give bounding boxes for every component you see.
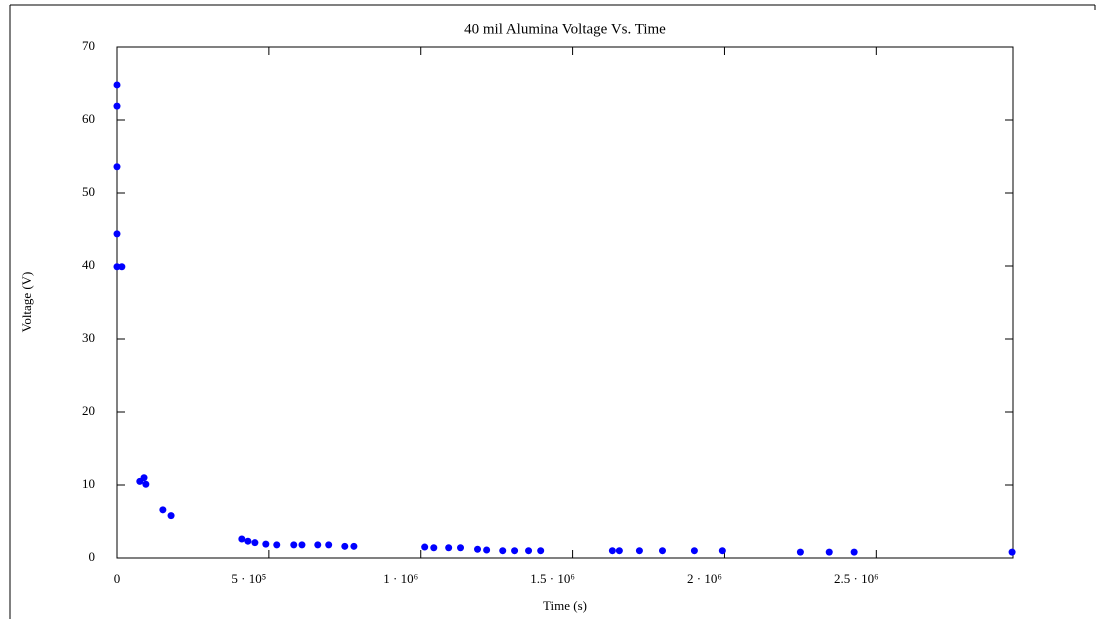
data-point: [608, 547, 616, 555]
data-point: [298, 541, 306, 549]
x-tick-label: 2.5 · 10⁶: [834, 571, 879, 586]
data-point: [537, 547, 545, 555]
y-tick-label: 60: [82, 111, 95, 126]
data-point: [796, 548, 804, 556]
data-point: [314, 541, 322, 549]
data-point: [118, 263, 126, 271]
x-tick-label: 2 · 10⁶: [687, 571, 722, 586]
data-point: [850, 548, 858, 556]
data-point: [718, 547, 726, 555]
data-point: [430, 544, 438, 552]
data-point: [511, 547, 519, 555]
data-point: [525, 547, 533, 555]
x-axis-label: Time (s): [543, 598, 587, 613]
data-point: [262, 540, 270, 548]
data-point: [825, 548, 833, 556]
data-point: [445, 544, 453, 552]
data-point: [244, 537, 252, 545]
y-tick-label: 40: [82, 257, 95, 272]
data-point: [457, 544, 465, 552]
data-point: [341, 542, 349, 550]
x-tick-label: 5 · 10⁵: [231, 571, 266, 586]
y-tick-label: 20: [82, 403, 95, 418]
plot-area: [116, 46, 1014, 559]
data-point: [1008, 548, 1016, 556]
y-tick-label: 10: [82, 476, 95, 491]
data-point: [499, 547, 507, 555]
data-point: [113, 81, 121, 89]
data-point: [635, 547, 643, 555]
y-axis-label: Voltage (V): [19, 272, 34, 333]
data-point: [483, 546, 491, 554]
x-tick-label: 1.5 · 10⁶: [530, 571, 575, 586]
data-point: [251, 539, 259, 547]
data-point: [159, 506, 167, 514]
y-tick-label: 0: [89, 549, 96, 564]
x-tick-label: 0: [114, 571, 121, 586]
data-point: [113, 230, 121, 238]
data-point: [658, 547, 666, 555]
data-point: [421, 543, 429, 551]
data-point: [238, 535, 246, 543]
data-point: [615, 547, 623, 555]
y-tick-label: 70: [82, 38, 95, 53]
data-point: [690, 547, 698, 555]
data-point: [113, 263, 121, 271]
data-point: [113, 102, 121, 110]
data-point: [350, 542, 358, 550]
data-point: [167, 512, 175, 520]
y-tick-label: 30: [82, 330, 95, 345]
data-point: [290, 541, 298, 549]
data-point: [273, 541, 281, 549]
data-point: [325, 541, 333, 549]
data-point: [113, 163, 121, 171]
data-point: [142, 480, 150, 488]
data-point: [474, 545, 482, 553]
y-tick-label: 50: [82, 184, 95, 199]
chart-title: 40 mil Alumina Voltage Vs. Time: [464, 21, 666, 37]
x-tick-label: 1 · 10⁶: [383, 571, 418, 586]
data-point: [140, 474, 148, 482]
